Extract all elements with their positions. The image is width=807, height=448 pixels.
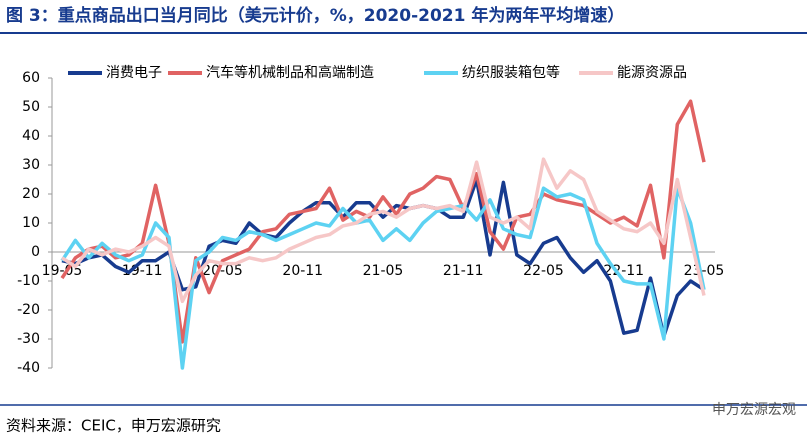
- y-tick-label: -10: [17, 273, 40, 289]
- x-tick-label: 21-05: [363, 263, 404, 279]
- source: 资料来源：CEIC，申万宏源研究: [6, 417, 221, 435]
- y-tick-label: 10: [22, 215, 40, 231]
- chart-title: 图 3：重点商品出口当月同比（美元计价，%，2020-2021 年为两年平均增速…: [6, 5, 624, 26]
- y-tick-label: -40: [17, 360, 40, 376]
- y-tick-label: 0: [31, 244, 40, 260]
- y-tick-label: 20: [22, 186, 40, 202]
- series-line: [61, 157, 706, 304]
- legend-label: 汽车等机械制品和高端制造: [206, 64, 374, 81]
- legend-label: 能源资源品: [617, 65, 687, 81]
- y-tick-label: 50: [22, 99, 40, 115]
- x-tick-label: 20-05: [202, 263, 243, 279]
- watermark: 申万宏源宏观: [712, 402, 796, 418]
- legend-label: 纺织服装箱包等: [462, 64, 560, 81]
- y-tick-label: -20: [17, 302, 40, 318]
- x-tick-label: 19-11: [122, 263, 163, 279]
- x-tick-label: 19-05: [42, 263, 83, 279]
- y-tick-label: -30: [17, 331, 40, 347]
- x-tick-label: 20-11: [282, 263, 323, 279]
- y-tick-label: 60: [22, 70, 40, 86]
- series-line: [60, 99, 706, 344]
- y-tick-label: 30: [22, 157, 40, 173]
- x-tick-label: 23-05: [684, 263, 725, 279]
- y-tick-label: 40: [22, 128, 40, 144]
- legend-label: 消费电子: [106, 65, 162, 81]
- series-line: [60, 186, 706, 370]
- x-tick-label: 22-05: [523, 263, 564, 279]
- x-tick-label: 21-11: [443, 263, 484, 279]
